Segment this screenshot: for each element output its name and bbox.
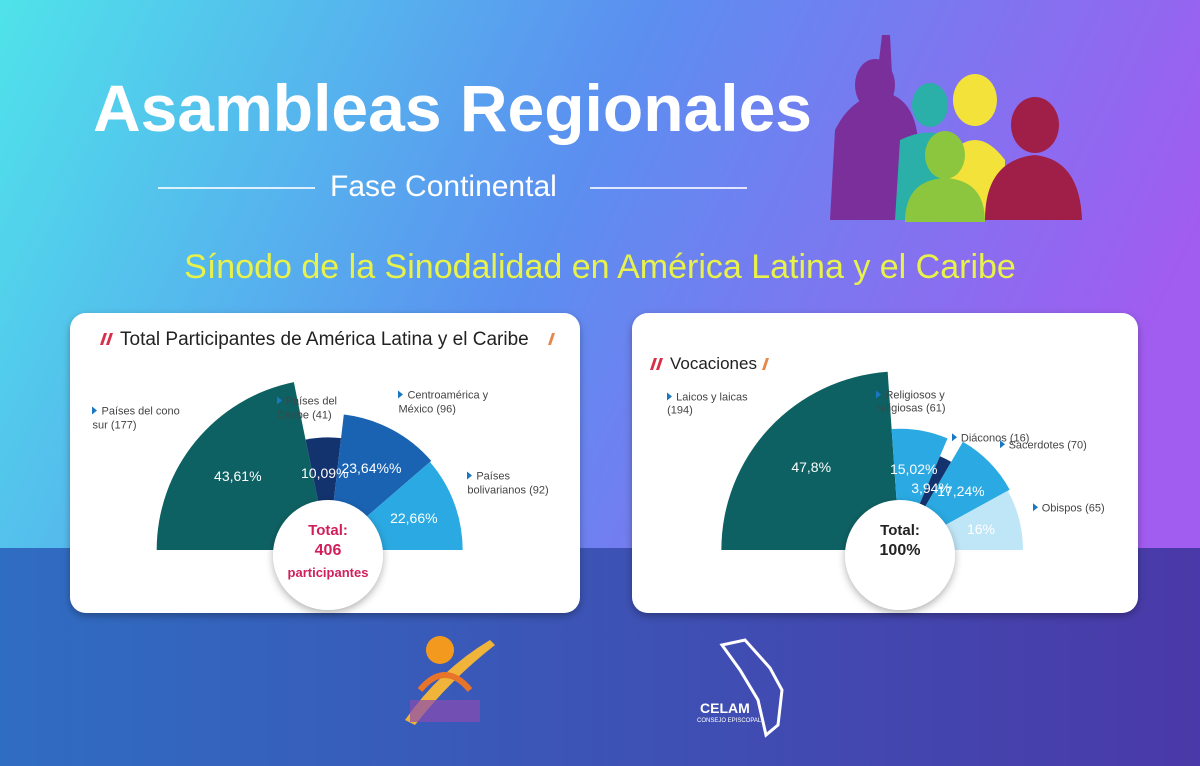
category-label: Países del cono sur (177): [92, 405, 184, 433]
value-label: 10,09%: [301, 465, 349, 482]
total-circle: [845, 500, 955, 610]
total-unit: participantes: [288, 565, 369, 580]
logo-text: CONSEJO EPISCOPAL: [697, 718, 762, 724]
value-label: 3,94%: [911, 480, 951, 497]
category-label: Laicos y laicas (194): [667, 391, 759, 419]
synod-logo: [405, 636, 495, 725]
category-label: Religiosos y religiosas (61): [876, 389, 968, 417]
tagline: Sínodo de la Sinodalidad en América Lati…: [184, 248, 1016, 286]
category-label: Países bolivarianos (92): [467, 471, 559, 499]
value-label: 47,8%: [791, 459, 832, 476]
chart-title: Vocaciones: [670, 354, 757, 373]
total-value: 100%: [880, 542, 921, 559]
people-illustration: [830, 35, 1082, 222]
category-label: Sacerdotes (70): [1000, 439, 1092, 453]
category-label: Centroamérica y México (96): [398, 390, 490, 418]
subtitle: Fase Continental: [330, 170, 557, 203]
value-label: 23,64%%: [341, 460, 402, 477]
rose-segment: [156, 382, 328, 550]
total-label: Total:: [308, 522, 348, 539]
total-circle: [273, 500, 383, 610]
total-value: 406: [315, 542, 342, 559]
category-label: Países del Caribe (41): [277, 396, 369, 424]
title: Asambleas Regionales: [93, 71, 812, 145]
rose-segment: [721, 371, 900, 550]
value-label: 22,66%: [390, 510, 438, 527]
logo-text: CELAM: [700, 700, 750, 716]
rose-segment: [305, 437, 342, 550]
value-label: 17,24%: [937, 482, 985, 499]
category-label: Obispos (65): [1033, 502, 1125, 516]
value-label: 16%: [966, 521, 996, 538]
total-label: Total:: [880, 522, 920, 539]
chart-title: Total Participantes de América Latina y …: [120, 329, 529, 350]
celam-logo: [719, 638, 784, 738]
value-label: 15,02%: [889, 460, 938, 477]
value-label: 43,61%: [214, 468, 262, 485]
